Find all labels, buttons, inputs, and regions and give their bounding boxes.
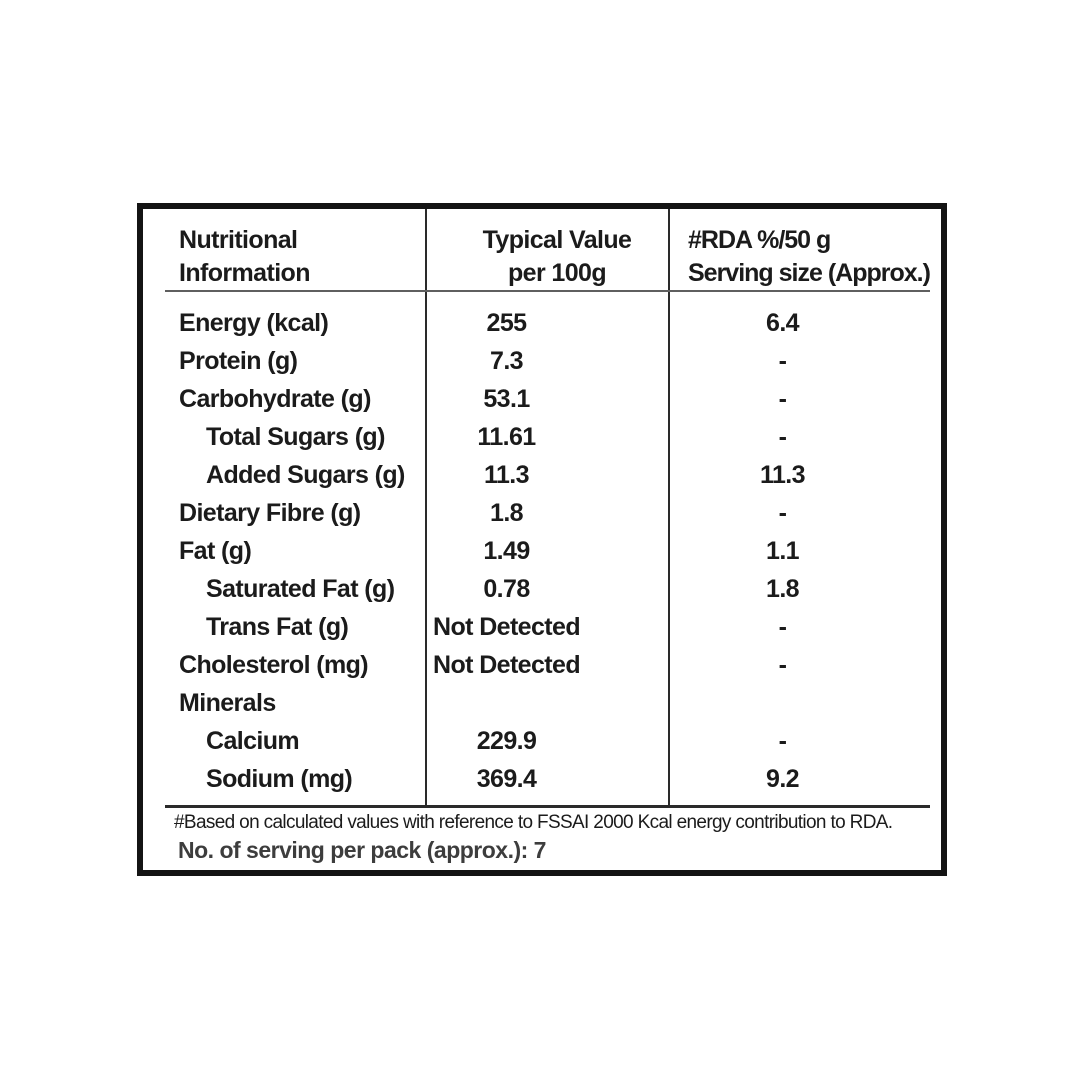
rda-percent-value: 1.1	[766, 537, 800, 565]
nutritional-information-table: Nutritional Information Typical Value pe…	[137, 203, 947, 876]
rda-percent-value: -	[778, 651, 787, 679]
value-per-100g: 7.3	[490, 347, 524, 375]
column-divider-2	[668, 209, 670, 805]
table-row: Cholesterol (mg) Not Detected -	[143, 646, 941, 684]
value-per-100g: 1.8	[490, 499, 524, 527]
header-col2-line2: per 100g	[507, 259, 607, 287]
header-col2-line1: Typical Value	[482, 226, 632, 254]
table-row: Minerals	[143, 684, 941, 722]
header-col3-line1: #RDA %/50 g	[688, 226, 831, 254]
rda-percent-value: 1.8	[766, 575, 800, 603]
nutrient-label: Saturated Fat (g)	[206, 575, 395, 603]
servings-per-pack: No. of serving per pack (approx.): 7	[178, 837, 546, 863]
header-rda-serving-size: #RDA %/50 g Serving size (Approx.)	[688, 224, 931, 290]
rda-percent-value: -	[778, 613, 787, 641]
rda-percent-value: -	[778, 423, 787, 451]
value-per-100g: 0.78	[483, 575, 530, 603]
header-col1-line2: Information	[179, 259, 310, 287]
nutrient-label: Total Sugars (g)	[206, 423, 385, 451]
rda-percent-value: -	[778, 727, 787, 755]
table-row: Calcium 229.9 -	[143, 722, 941, 760]
value-per-100g: 11.61	[477, 423, 536, 451]
table-row: Added Sugars (g) 11.3 11.3	[143, 456, 941, 494]
table-row: Energy (kcal) 255 6.4	[143, 304, 941, 342]
nutrient-label: Sodium (mg)	[206, 765, 353, 793]
header-col3-line2: Serving size (Approx.)	[688, 259, 931, 287]
value-per-100g: 11.3	[484, 461, 529, 489]
header-typical-value: Typical Value per 100g	[425, 224, 668, 290]
value-per-100g: 369.4	[476, 765, 537, 793]
nutrient-label: Minerals	[179, 689, 276, 717]
rda-percent-value: 11.3	[760, 461, 805, 489]
nutrient-label: Carbohydrate (g)	[179, 385, 371, 413]
table-row: Carbohydrate (g) 53.1 -	[143, 380, 941, 418]
header-nutritional-information: Nutritional Information	[179, 224, 310, 290]
table-body: Energy (kcal) 255 6.4 Protein (g) 7.3 - …	[143, 304, 941, 798]
nutrient-label: Protein (g)	[179, 347, 298, 375]
header-separator-line	[165, 290, 930, 292]
value-per-100g: 229.9	[476, 727, 537, 755]
rda-percent-value: -	[778, 385, 787, 413]
table-row: Saturated Fat (g) 0.78 1.8	[143, 570, 941, 608]
nutrient-label: Dietary Fibre (g)	[179, 499, 361, 527]
table-row: Protein (g) 7.3 -	[143, 342, 941, 380]
footnote-separator-line	[165, 805, 930, 808]
table-row: Fat (g) 1.49 1.1	[143, 532, 941, 570]
column-divider-1	[425, 209, 427, 805]
rda-percent-value: -	[778, 347, 787, 375]
value-per-100g: 53.1	[483, 385, 530, 413]
header-col1-line1: Nutritional	[179, 226, 298, 254]
nutrient-label: Added Sugars (g)	[206, 461, 405, 489]
nutrient-label: Fat (g)	[179, 537, 252, 565]
nutrient-label: Calcium	[206, 727, 300, 755]
value-per-100g: 1.49	[483, 537, 530, 565]
table-row: Trans Fat (g) Not Detected -	[143, 608, 941, 646]
rda-footnote: #Based on calculated values with referen…	[174, 812, 893, 833]
table-row: Total Sugars (g) 11.61 -	[143, 418, 941, 456]
table-row: Dietary Fibre (g) 1.8 -	[143, 494, 941, 532]
rda-percent-value: -	[778, 499, 787, 527]
rda-percent-value: 6.4	[766, 309, 800, 337]
value-per-100g: Not Detected	[433, 651, 581, 679]
table-row: Sodium (mg) 369.4 9.2	[143, 760, 941, 798]
value-per-100g: Not Detected	[433, 613, 581, 641]
nutrient-label: Energy (kcal)	[179, 309, 329, 337]
nutrient-label: Cholesterol (mg)	[179, 651, 369, 679]
value-per-100g: 255	[486, 309, 528, 337]
nutrient-label: Trans Fat (g)	[206, 613, 349, 641]
rda-percent-value: 9.2	[766, 765, 800, 793]
